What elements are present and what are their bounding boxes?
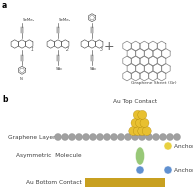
Circle shape bbox=[164, 166, 172, 174]
Text: b: b bbox=[2, 95, 8, 104]
Circle shape bbox=[174, 133, 180, 140]
Text: +: + bbox=[104, 40, 114, 53]
Circle shape bbox=[69, 133, 75, 140]
Text: SeMe₂: SeMe₂ bbox=[23, 18, 35, 22]
Circle shape bbox=[90, 133, 96, 140]
Text: SAc: SAc bbox=[90, 67, 97, 71]
Circle shape bbox=[138, 110, 147, 119]
Circle shape bbox=[167, 133, 174, 140]
Ellipse shape bbox=[135, 147, 145, 165]
Bar bbox=[85, 178, 165, 187]
Circle shape bbox=[129, 127, 138, 136]
Text: Graphene Sheet (Gr): Graphene Sheet (Gr) bbox=[131, 81, 177, 85]
Circle shape bbox=[159, 133, 167, 140]
Text: 1: 1 bbox=[30, 47, 33, 52]
Text: 2: 2 bbox=[66, 47, 69, 52]
Circle shape bbox=[82, 133, 90, 140]
Circle shape bbox=[135, 119, 145, 127]
Text: Graphene Layer: Graphene Layer bbox=[8, 135, 55, 139]
Circle shape bbox=[136, 166, 144, 174]
Circle shape bbox=[164, 142, 172, 150]
Circle shape bbox=[118, 133, 124, 140]
Circle shape bbox=[96, 133, 103, 140]
Circle shape bbox=[133, 110, 142, 119]
Circle shape bbox=[103, 133, 111, 140]
Circle shape bbox=[139, 133, 146, 140]
Text: Anchor 1: Anchor 1 bbox=[174, 143, 193, 149]
Text: a: a bbox=[2, 1, 7, 10]
Circle shape bbox=[54, 133, 62, 140]
Circle shape bbox=[131, 133, 139, 140]
Circle shape bbox=[75, 133, 82, 140]
Circle shape bbox=[138, 127, 147, 136]
Circle shape bbox=[133, 127, 142, 136]
Text: Au Top Contact: Au Top Contact bbox=[113, 99, 157, 104]
Circle shape bbox=[146, 133, 152, 140]
Circle shape bbox=[142, 127, 151, 136]
Text: Au Bottom Contact: Au Bottom Contact bbox=[26, 180, 82, 185]
Circle shape bbox=[131, 119, 140, 127]
Text: Asymmetric  Molecule: Asymmetric Molecule bbox=[16, 153, 82, 159]
Circle shape bbox=[140, 119, 149, 127]
Circle shape bbox=[124, 133, 131, 140]
Circle shape bbox=[152, 133, 159, 140]
Text: SeMe₂: SeMe₂ bbox=[59, 18, 71, 22]
Text: SAc: SAc bbox=[56, 67, 63, 71]
Text: N: N bbox=[19, 77, 22, 81]
Text: Anchor 2: Anchor 2 bbox=[174, 167, 193, 173]
Circle shape bbox=[62, 133, 69, 140]
Circle shape bbox=[111, 133, 118, 140]
Text: 3: 3 bbox=[100, 47, 103, 52]
